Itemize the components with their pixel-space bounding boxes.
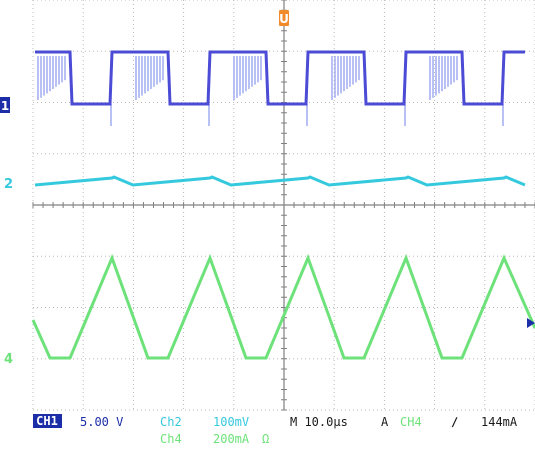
ch4-ground-marker[interactable]: 4 [4, 352, 13, 367]
ch1-scale: 5.00 V [80, 415, 123, 429]
ch2-scale: 100mV [213, 415, 249, 429]
ch1-label-badge[interactable] [33, 414, 62, 428]
trigger-level: 144mA [481, 415, 518, 429]
trigger-slope-icon: ∕ [451, 415, 458, 429]
ch4-waveform [31, 253, 535, 360]
ch1-marker-label: 1 [1, 99, 9, 113]
ch1-label: CH1 [36, 414, 58, 428]
ch1-ringing [37, 56, 504, 126]
ch1-ground-marker[interactable]: 1 [0, 97, 10, 113]
ch4-scale: 200mA [213, 432, 250, 446]
ch4-marker-label: 4 [4, 352, 13, 367]
trigger-position-marker[interactable]: U [279, 10, 289, 26]
ch2-label: Ch2 [160, 415, 182, 429]
graticule [32, 0, 535, 411]
ch1-waveform [35, 50, 525, 106]
readout-bar: CH1 5.00 V Ch2 100mV M 10.0µs A CH4 ∕ 14… [33, 414, 518, 446]
trigger-level-arrow[interactable] [527, 318, 535, 328]
trigger-source: CH4 [400, 415, 422, 429]
ch4-coupling-icon: Ω [262, 432, 269, 446]
ch2-waveform [34, 175, 526, 187]
ch2-marker-label: 2 [4, 177, 13, 192]
ch4-label: Ch4 [160, 432, 182, 446]
timebase: M 10.0µs [290, 415, 348, 429]
trigger-mode: A [381, 415, 389, 429]
ch2-ground-marker[interactable]: 2 [4, 177, 13, 192]
trigger-marker-label: U [279, 12, 289, 26]
